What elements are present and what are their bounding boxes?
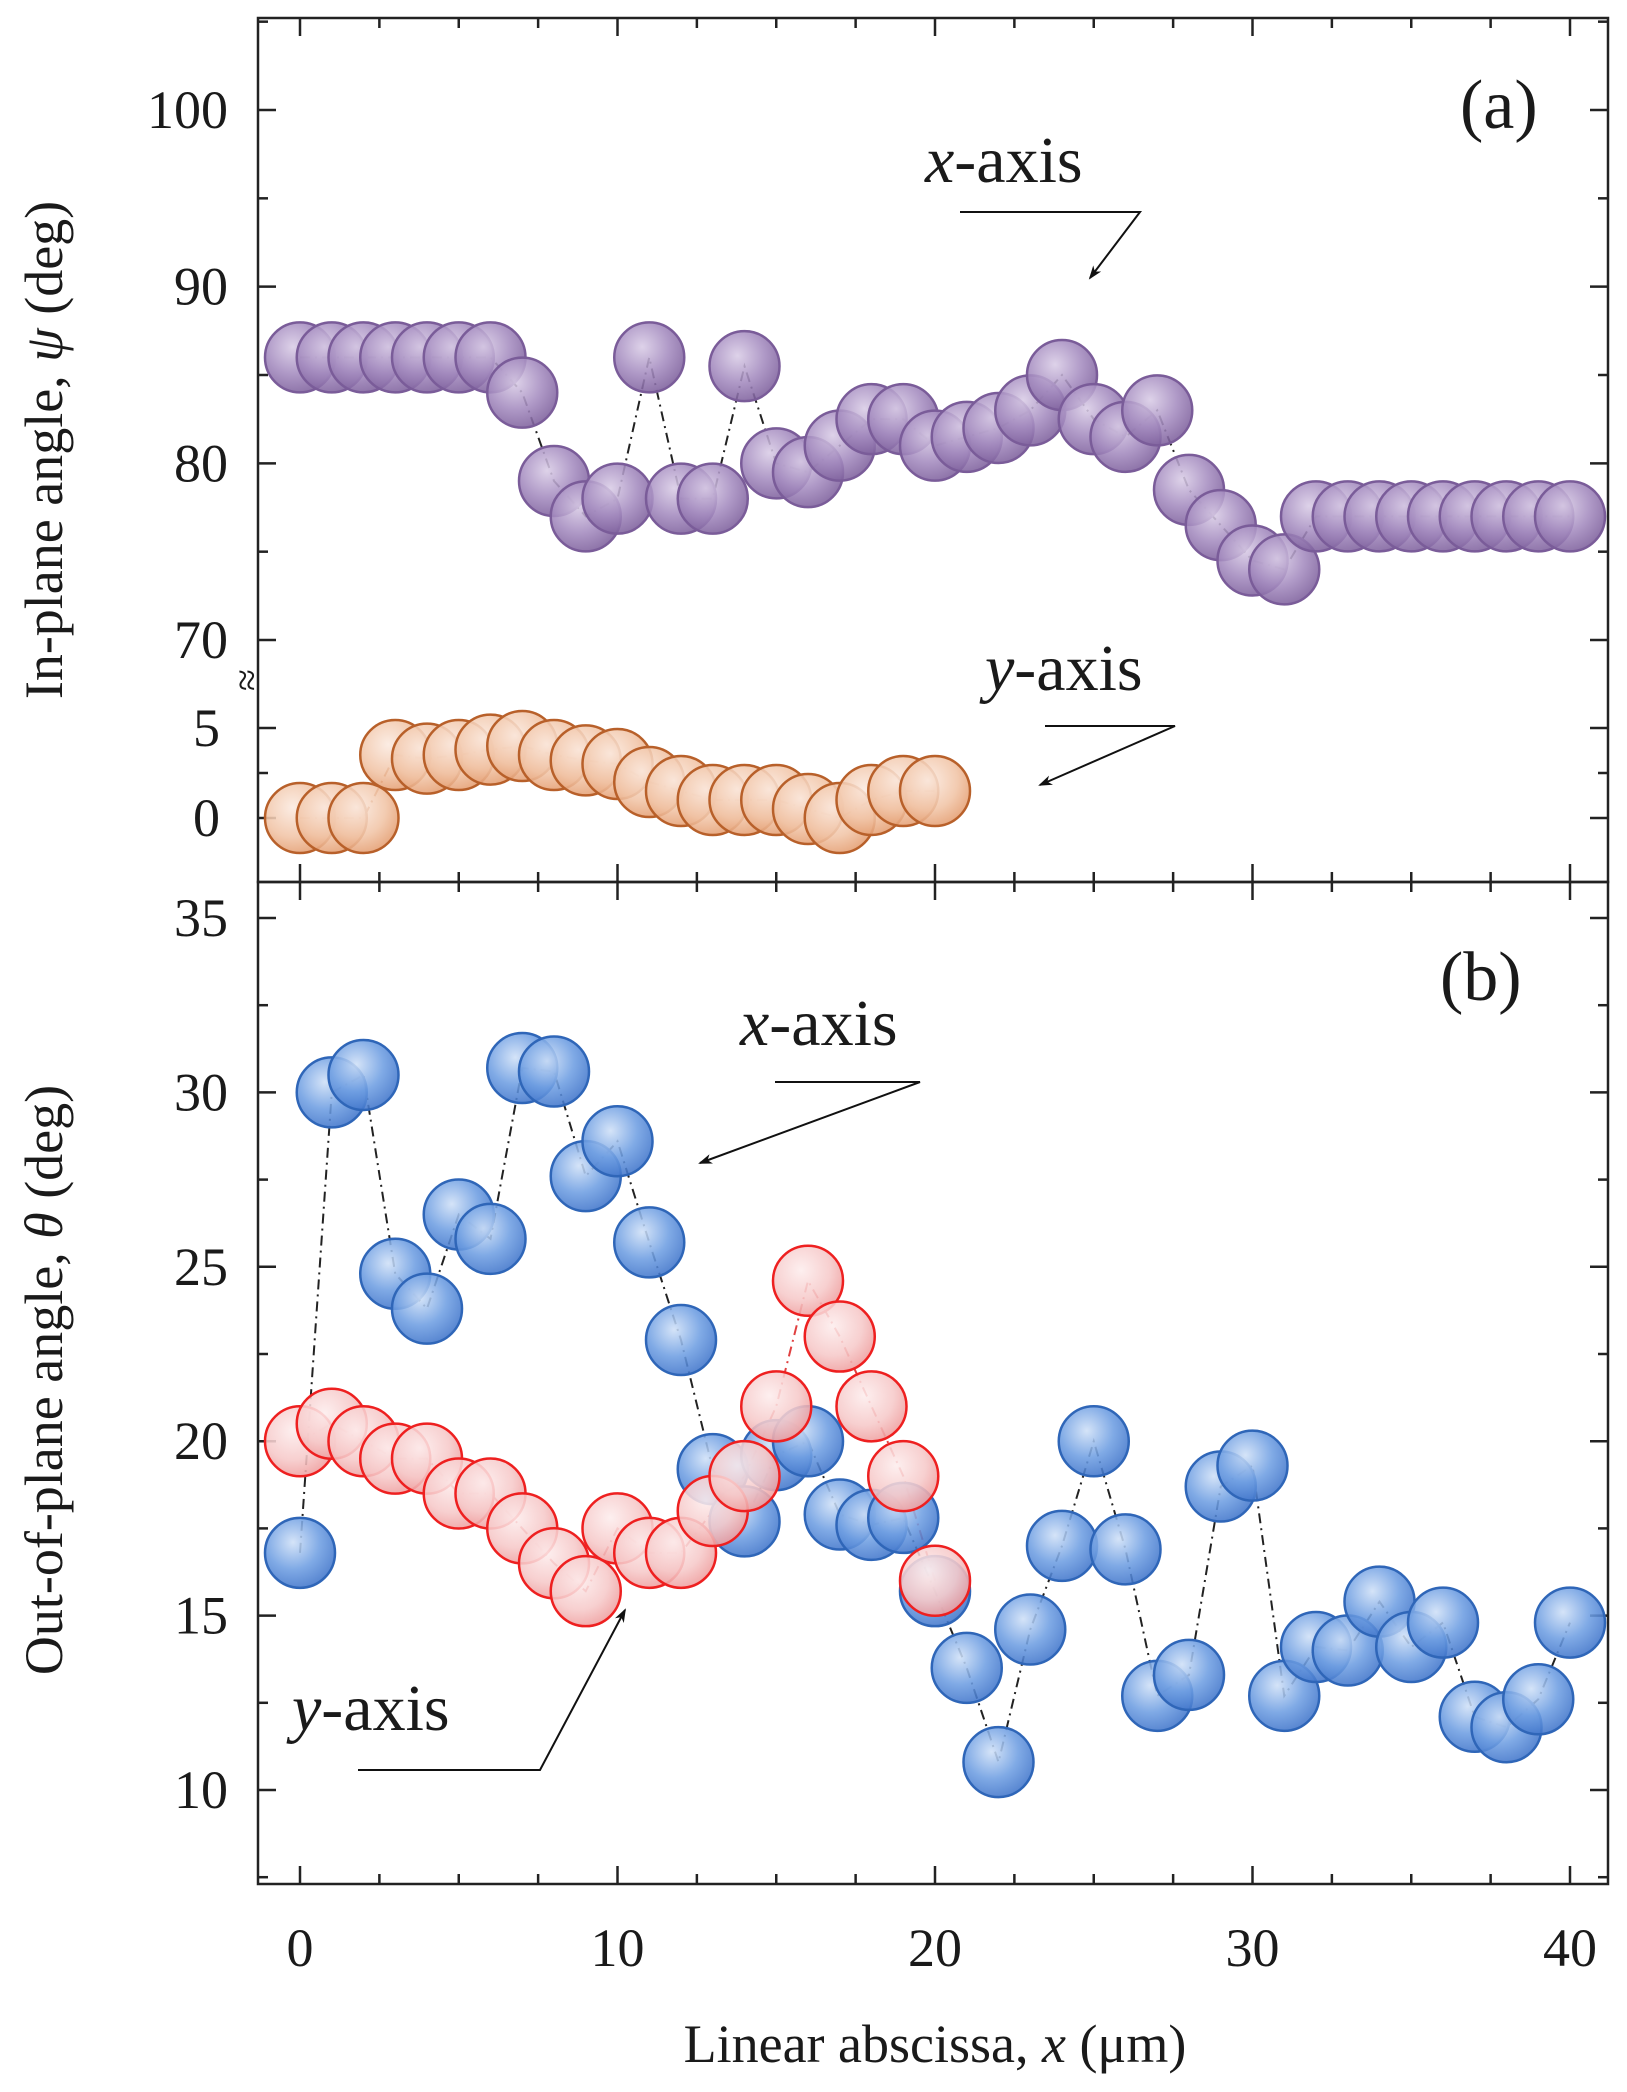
data-point-b-x-axis [1533,1586,1607,1659]
y-tick-label-a: 80 [174,433,228,493]
y-tick-label-b: 20 [174,1411,228,1471]
x-tick-label: 20 [908,1918,962,1978]
ticks-layer [258,18,1608,1884]
x-tick-label: 0 [287,1918,314,1978]
data-point-b-y-axis [835,1370,908,1443]
data-point-b-x-axis [1057,1404,1130,1478]
data-point-b-x-axis [994,1593,1067,1666]
data-point-a-x-axis [581,462,654,535]
data-point-b-x-axis [327,1038,400,1112]
y-tick-label-a: 70 [174,610,228,670]
y-axis-title-b: Out-of-plane angle, θ (deg) [14,1085,74,1675]
data-point-b-y-axis [708,1439,781,1513]
annotation-a-y-arrow [1038,725,1176,786]
y-tick-label-a: 5 [193,698,220,758]
axis-break-symbol: ≈ [224,669,269,691]
data-point-a-x-axis [486,356,559,429]
data-point-b-x-axis [1502,1663,1575,1736]
data-point-b-x-axis [962,1725,1035,1799]
x-tick-label: 10 [591,1918,645,1978]
y-axis-title-a: In-plane angle, ψ (deg) [14,201,74,699]
data-point-a-x-axis [1121,374,1194,447]
data-point-b-x-axis [644,1303,718,1377]
x-axis-title: Linear abscissa, x (μm) [684,2014,1187,2074]
tick-labels-layer: 0 10 20 30 40 70 80 90 100 0 5 10 15 20 25 30 35 [147,80,1597,1978]
data-point-a-x-axis [1248,533,1321,606]
annotation-b-x-arrow [698,1081,921,1164]
annotation-a-x-axis: x-axis [924,124,1083,197]
panel-a-label: (a) [1460,67,1538,144]
series-points-layer [263,321,1607,1799]
data-point-b-y-axis [867,1439,940,1513]
panel-b-label: (b) [1440,939,1522,1016]
data-point-b-x-axis [1089,1513,1162,1586]
y-tick-label-b: 35 [174,888,228,948]
data-point-b-x-axis [263,1516,337,1590]
annotation-a-x-arrow [960,211,1143,280]
data-point-b-y-axis [771,1244,845,1318]
data-point-b-x-axis [517,1035,591,1108]
data-point-b-x-axis [1406,1586,1480,1659]
y-tick-label-a: 90 [174,257,228,317]
y-tick-label-b: 15 [174,1586,228,1646]
y-tick-label-a: 100 [147,80,228,140]
data-point-b-y-axis [803,1300,876,1373]
data-point-b-x-axis [613,1206,686,1279]
y-tick-label-b: 25 [174,1237,228,1297]
y-tick-label-b: 30 [174,1062,228,1122]
annotation-b-x-axis: x-axis [739,987,898,1060]
x-tick-label: 40 [1543,1918,1597,1978]
panel-b-frame [256,880,1610,1886]
data-point-a-x-axis [1533,480,1607,553]
data-point-b-x-axis [1152,1638,1226,1712]
data-point-b-x-axis [581,1104,654,1178]
annotation-b-y-arrow [358,1608,626,1771]
data-point-a-x-axis [708,329,781,403]
data-point-a-x-axis [676,462,749,535]
annotation-b-y-axis: y-axis [286,1672,450,1745]
data-point-b-x-axis [930,1631,1003,1705]
y-tick-label-b: 10 [174,1760,228,1820]
data-point-b-x-axis [454,1202,527,1276]
data-point-a-y-axis [898,754,972,828]
data-point-b-y-axis [898,1544,972,1617]
data-point-a-x-axis [613,321,686,394]
data-point-b-x-axis [1025,1509,1099,1583]
data-point-b-x-axis [390,1272,464,1345]
data-point-b-y-axis [549,1554,622,1628]
data-point-b-y-axis [740,1370,813,1443]
y-tick-label-a: 0 [193,788,220,848]
data-point-b-x-axis [1216,1429,1289,1502]
annotation-a-y-axis: y-axis [979,632,1143,705]
data-point-a-y-axis [327,781,400,855]
x-tick-label: 30 [1226,1918,1280,1978]
